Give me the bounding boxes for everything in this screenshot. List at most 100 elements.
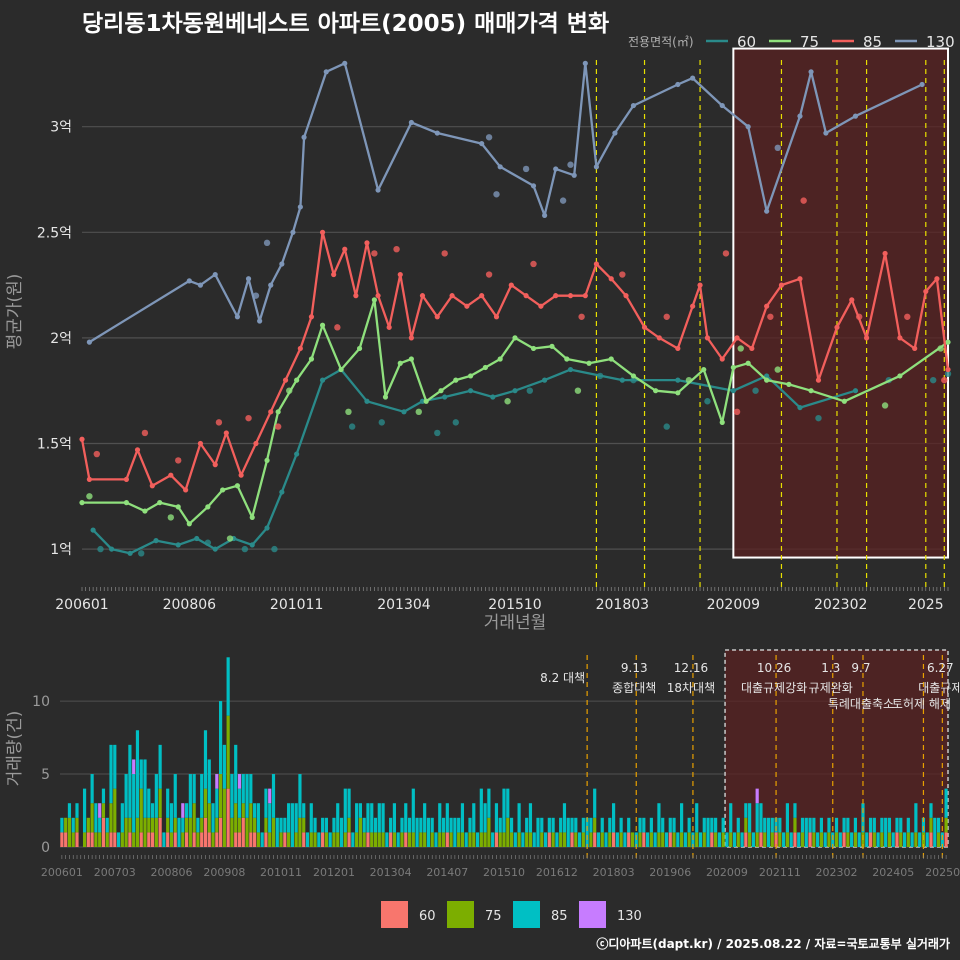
volume-bar-75	[540, 832, 544, 847]
volume-bar-85	[581, 817, 585, 833]
volume-bar-85	[695, 803, 699, 833]
volume-bar-85	[793, 803, 797, 818]
volume-bar-85	[230, 774, 234, 818]
volume-bar-85	[936, 817, 941, 833]
x-tick-label: 202405	[872, 866, 914, 879]
volume-bar-60	[101, 817, 106, 847]
line-point	[538, 303, 544, 309]
volume-bar-75	[154, 817, 158, 847]
volume-bar-85	[438, 803, 442, 833]
line-point	[778, 282, 785, 288]
data-point	[767, 313, 774, 320]
volume-bar-85	[67, 803, 72, 818]
volume-bar-75	[302, 817, 306, 833]
data-point	[815, 414, 822, 422]
volume-bar-85	[921, 817, 926, 833]
line-point	[342, 246, 348, 252]
line-point	[479, 140, 485, 147]
volume-bar-85	[82, 788, 87, 833]
volume-bar-85	[355, 803, 359, 833]
line-point	[175, 504, 181, 510]
volume-bar-85	[241, 774, 245, 804]
volume-bar-85	[525, 817, 529, 833]
volume-bar-75	[608, 832, 612, 847]
volume-bar-85	[577, 832, 582, 847]
volume-bar-85	[188, 774, 192, 818]
volume-bar-75	[785, 832, 789, 847]
volume-bar-60	[842, 832, 846, 847]
line-point	[408, 356, 414, 362]
volume-bar-85	[600, 817, 604, 833]
volume-bar-85	[457, 817, 461, 833]
line-point	[434, 314, 440, 320]
volume-bar-75	[294, 832, 298, 847]
series-line-85	[80, 231, 950, 492]
volume-bar-85	[944, 788, 948, 818]
data-point	[504, 398, 511, 405]
volume-bar-60	[60, 832, 64, 847]
data-point	[944, 370, 952, 378]
volume-bar-85	[298, 774, 302, 818]
volume-bar-75	[101, 803, 106, 818]
volume-bar-60	[668, 832, 672, 847]
volume-bar-85	[468, 817, 472, 833]
line-point	[234, 314, 241, 320]
volume-bar-85	[196, 817, 200, 833]
volume-bar-75	[336, 832, 340, 847]
volume-bar-85	[517, 803, 521, 833]
line-point	[408, 119, 414, 126]
policy-label: 1.3	[821, 661, 840, 675]
volume-bar-60	[642, 832, 646, 847]
line-point	[401, 409, 407, 415]
volume-bar-85	[377, 803, 381, 833]
volume-bar-85	[589, 817, 593, 833]
volume-bar-85	[929, 803, 933, 818]
line-point	[608, 356, 614, 362]
legend-label-130: 130	[926, 33, 955, 51]
volume-bar-75	[619, 832, 623, 847]
volume-bar-85	[540, 817, 544, 833]
volume-bar-75	[132, 832, 136, 847]
volume-bar-75	[256, 832, 260, 847]
volume-bar-60	[128, 832, 132, 847]
volume-bar-75	[638, 832, 642, 847]
line-point	[704, 335, 711, 341]
policy-sublabel: 대출규제	[918, 681, 960, 695]
volume-bar-85	[899, 817, 903, 833]
volume-bar-75	[173, 817, 177, 833]
volume-bar-60	[264, 832, 268, 847]
legend-label-85: 85	[863, 33, 882, 51]
volume-bar-85	[313, 817, 317, 833]
volume-bar-85	[623, 832, 627, 847]
volume-bar-75	[589, 832, 593, 847]
volume-bar-60	[868, 832, 873, 847]
volume-bar-60	[158, 817, 162, 847]
x-tick-label: 201304	[377, 597, 431, 613]
data-point	[97, 545, 104, 553]
volume-bar-85	[347, 788, 351, 818]
line-point	[294, 451, 300, 457]
y-tick-label: 1.5억	[37, 436, 72, 452]
volume-bar-130	[755, 788, 759, 804]
volume-bar-85	[706, 817, 710, 847]
line-point	[897, 373, 903, 379]
volume-bar-85	[396, 832, 400, 847]
volume-bar-75	[343, 832, 347, 847]
data-point	[334, 324, 341, 331]
volume-bar-85	[132, 774, 136, 833]
line-point	[675, 377, 681, 383]
volume-bar-60	[86, 832, 90, 847]
volume-bar-85	[173, 774, 177, 818]
x-tick-label: 201407	[426, 866, 468, 879]
volume-bar-85	[169, 803, 174, 833]
data-point	[663, 313, 670, 320]
volume-bar-75	[94, 832, 98, 847]
line-point	[175, 542, 181, 548]
y-axis-title: 평균가(원)	[5, 274, 25, 350]
volume-bar-75	[441, 832, 446, 847]
data-point	[348, 423, 356, 430]
data-point	[345, 408, 352, 416]
volume-bar-85	[604, 832, 608, 847]
volume-bar-75	[392, 832, 397, 847]
volume-bar-60	[139, 832, 143, 847]
